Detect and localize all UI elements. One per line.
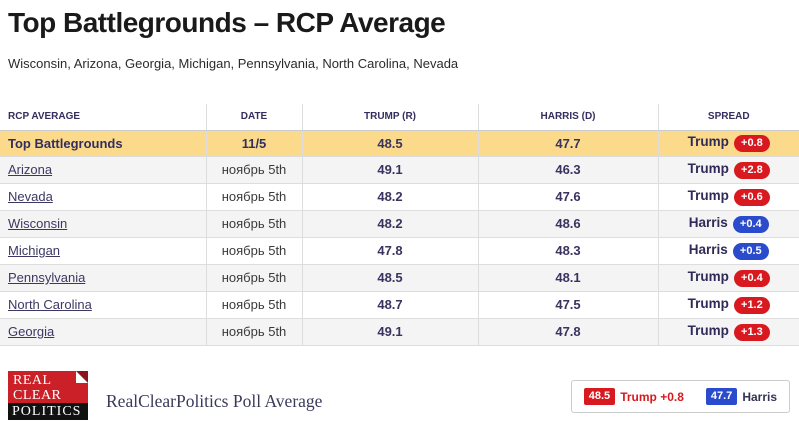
spread-badge: +1.3 — [733, 323, 770, 341]
row-trump-value: 48.2 — [301, 183, 478, 211]
table-row: Wisconsin ноябрь 5th 48.2 48.6 Harris +0.… — [0, 210, 799, 238]
row-harris-value: 46.3 — [477, 156, 658, 184]
summary-spread: Trump +0.8 — [657, 130, 799, 157]
logo-line-real: REAL — [13, 373, 52, 388]
footer: REAL CLEAR POLITICS RealClearPolitics Po… — [0, 371, 799, 420]
row-date: ноябрь 5th — [205, 210, 302, 238]
table-header: RCP Average Date Trump (R) Harris (D) Sp… — [0, 104, 799, 131]
legend-item-trump: 48.5 Trump +0.8 — [583, 388, 684, 405]
harris-legend-label: Harris — [742, 389, 777, 404]
row-spread: Trump +1.3 — [657, 318, 799, 346]
row-harris-value: 47.6 — [477, 183, 658, 211]
summary-label: Top Battlegrounds — [0, 130, 206, 157]
spread-badge: +0.4 — [732, 215, 769, 233]
spread-badge: +0.4 — [733, 269, 770, 287]
row-spread: Harris +0.4 — [657, 210, 799, 238]
spread-leader: Trump — [687, 134, 729, 149]
col-header-trump: Trump (R) — [301, 104, 478, 131]
logo-line-politics: POLITICS — [8, 403, 88, 420]
row-harris-value: 48.6 — [477, 210, 658, 238]
table-row: Pennsylvania ноябрь 5th 48.5 48.1 Trump +… — [0, 264, 799, 292]
row-trump-value: 48.7 — [301, 291, 478, 319]
spread-badge: +1.2 — [733, 296, 770, 314]
page-title: Top Battlegrounds – RCP Average — [8, 7, 446, 38]
row-harris-value: 47.8 — [477, 318, 658, 346]
row-date: ноябрь 5th — [205, 291, 302, 319]
spread-badge: +0.6 — [733, 188, 770, 206]
row-date: ноябрь 5th — [205, 264, 302, 292]
row-trump-value: 49.1 — [301, 156, 478, 184]
col-header-spread: Spread — [657, 104, 799, 131]
trump-score-badge: 48.5 — [583, 388, 616, 405]
summary-trump-value: 48.5 — [301, 130, 478, 157]
spread-leader: Trump — [687, 160, 729, 176]
row-trump-value: 49.1 — [301, 318, 478, 346]
col-header-rcp-average: RCP Average — [0, 104, 206, 131]
legend-box: 48.5 Trump +0.8 47.7 Harris — [570, 380, 790, 413]
row-date: ноябрь 5th — [205, 318, 302, 346]
row-trump-value: 48.5 — [301, 264, 478, 292]
table-row: Michigan ноябрь 5th 47.8 48.3 Harris +0.5 — [0, 237, 799, 265]
trump-legend-label: Trump +0.8 — [620, 389, 684, 404]
page-subtitle: Wisconsin, Arizona, Georgia, Michigan, P… — [8, 56, 459, 71]
row-date: ноябрь 5th — [205, 156, 302, 184]
row-harris-value: 48.3 — [477, 237, 658, 265]
legend-item-harris: 47.7 Harris — [705, 388, 777, 405]
row-spread: Trump +0.4 — [657, 264, 799, 292]
row-trump-value: 47.8 — [301, 237, 478, 265]
row-harris-value: 48.1 — [477, 264, 658, 292]
table-row: Georgia ноябрь 5th 49.1 47.8 Trump +1.3 — [0, 318, 799, 346]
spread-leader: Harris — [688, 241, 728, 257]
spread-leader: Harris — [688, 214, 728, 230]
spread-badge: +2.8 — [733, 161, 770, 179]
realclearpolitics-logo[interactable]: REAL CLEAR POLITICS — [8, 371, 88, 420]
spread-leader: Trump — [687, 268, 729, 284]
table-row: Arizona ноябрь 5th 49.1 46.3 Trump +2.8 — [0, 156, 799, 184]
row-spread: Trump +1.2 — [657, 291, 799, 319]
table-row: Nevada ноябрь 5th 48.2 47.6 Trump +0.6 — [0, 183, 799, 211]
summary-date: 11/5 — [205, 130, 302, 157]
col-header-harris: Harris (D) — [477, 104, 658, 131]
state-link-wisconsin[interactable]: Wisconsin — [8, 216, 68, 231]
col-header-date: Date — [205, 104, 302, 131]
row-date: ноябрь 5th — [205, 237, 302, 265]
spread-leader: Trump — [687, 322, 729, 338]
state-link-nevada[interactable]: Nevada — [8, 189, 53, 204]
footer-caption: RealClearPolitics Poll Average — [106, 391, 323, 411]
poll-average-table: RCP Average Date Trump (R) Harris (D) Sp… — [0, 104, 799, 346]
header-row: RCP Average Date Trump (R) Harris (D) Sp… — [0, 104, 799, 131]
state-link-michigan[interactable]: Michigan — [8, 243, 61, 258]
state-link-north-carolina[interactable]: North Carolina — [8, 297, 92, 312]
row-spread: Harris +0.5 — [657, 237, 799, 265]
row-trump-value: 48.2 — [301, 210, 478, 238]
harris-score-badge: 47.7 — [705, 388, 738, 405]
summary-row: Top Battlegrounds 11/5 48.5 47.7 Trump +0… — [0, 130, 799, 157]
row-date: ноябрь 5th — [205, 183, 302, 211]
spread-leader: Trump — [687, 187, 729, 203]
spread-leader: Trump — [687, 295, 729, 311]
state-link-pennsylvania[interactable]: Pennsylvania — [8, 270, 86, 285]
spread-badge: +0.8 — [733, 135, 770, 152]
row-harris-value: 47.5 — [477, 291, 658, 319]
state-link-georgia[interactable]: Georgia — [8, 324, 55, 339]
table-row: North Carolina ноябрь 5th 48.7 47.5 Trum… — [0, 291, 799, 319]
row-spread: Trump +2.8 — [657, 156, 799, 184]
state-link-arizona[interactable]: Arizona — [8, 162, 53, 177]
row-spread: Trump +0.6 — [657, 183, 799, 211]
summary-harris-value: 47.7 — [477, 130, 658, 157]
spread-badge: +0.5 — [732, 242, 769, 260]
logo-line-clear: CLEAR — [13, 388, 62, 403]
